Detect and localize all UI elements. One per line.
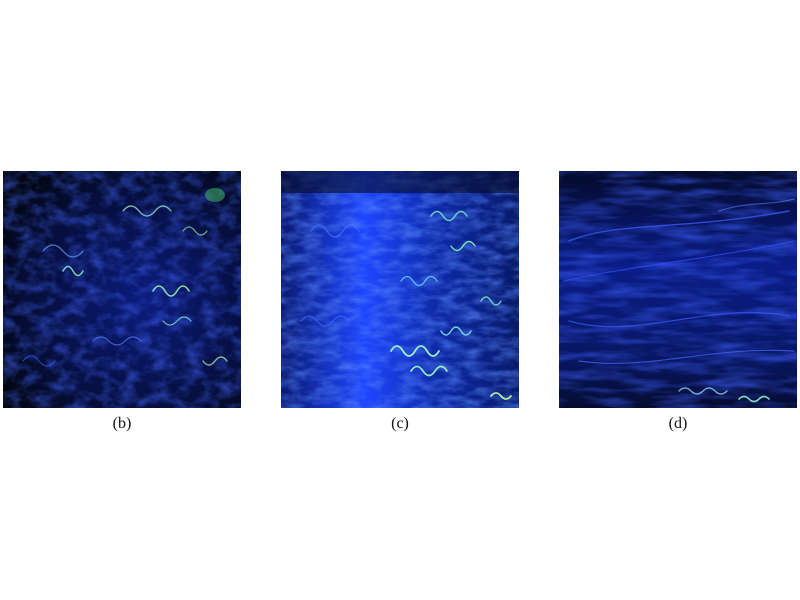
fluorescence-image-b [3,171,241,408]
fluorescence-image-c [281,171,519,408]
caption-panel-c: (c) [391,415,409,432]
micrograph-panel-b [3,171,241,408]
micrograph-panel-d [559,171,797,408]
caption-panel-d: (d) [668,415,688,432]
micrograph-panel-c [281,171,519,408]
caption-panel-b: (b) [112,415,132,432]
fluorescence-image-d [559,171,797,408]
